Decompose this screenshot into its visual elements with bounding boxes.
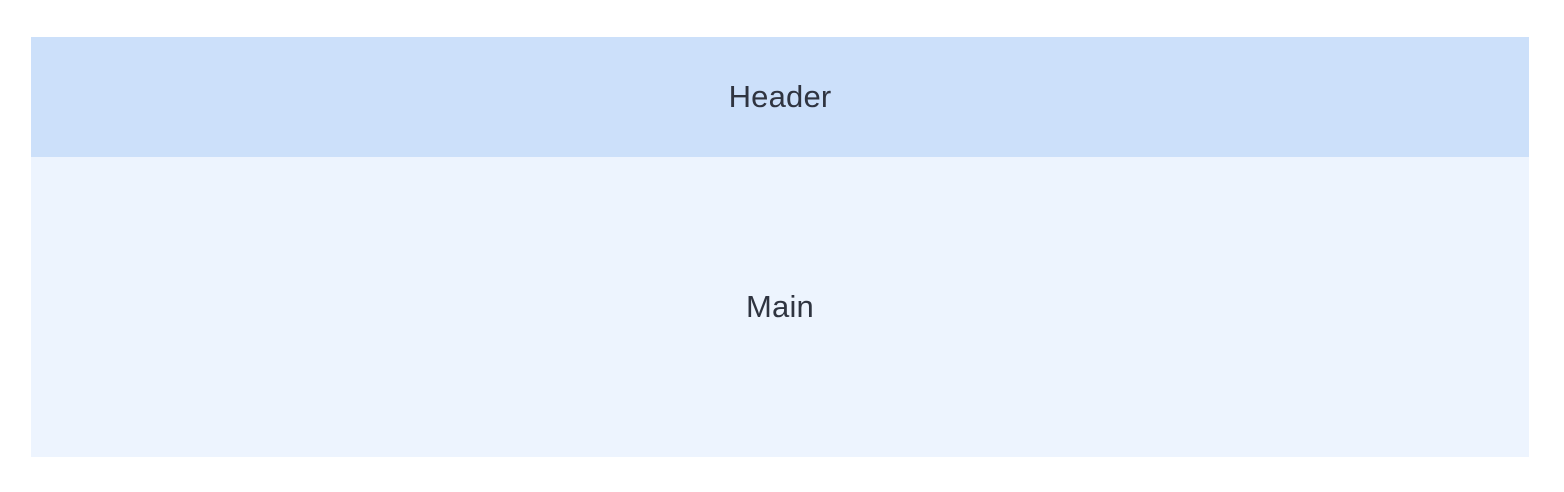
layout-container: Header Main	[31, 37, 1529, 457]
header-label: Header	[728, 79, 832, 114]
main-region: Main	[31, 157, 1529, 457]
header-region: Header	[31, 37, 1529, 157]
main-label: Main	[746, 289, 814, 324]
